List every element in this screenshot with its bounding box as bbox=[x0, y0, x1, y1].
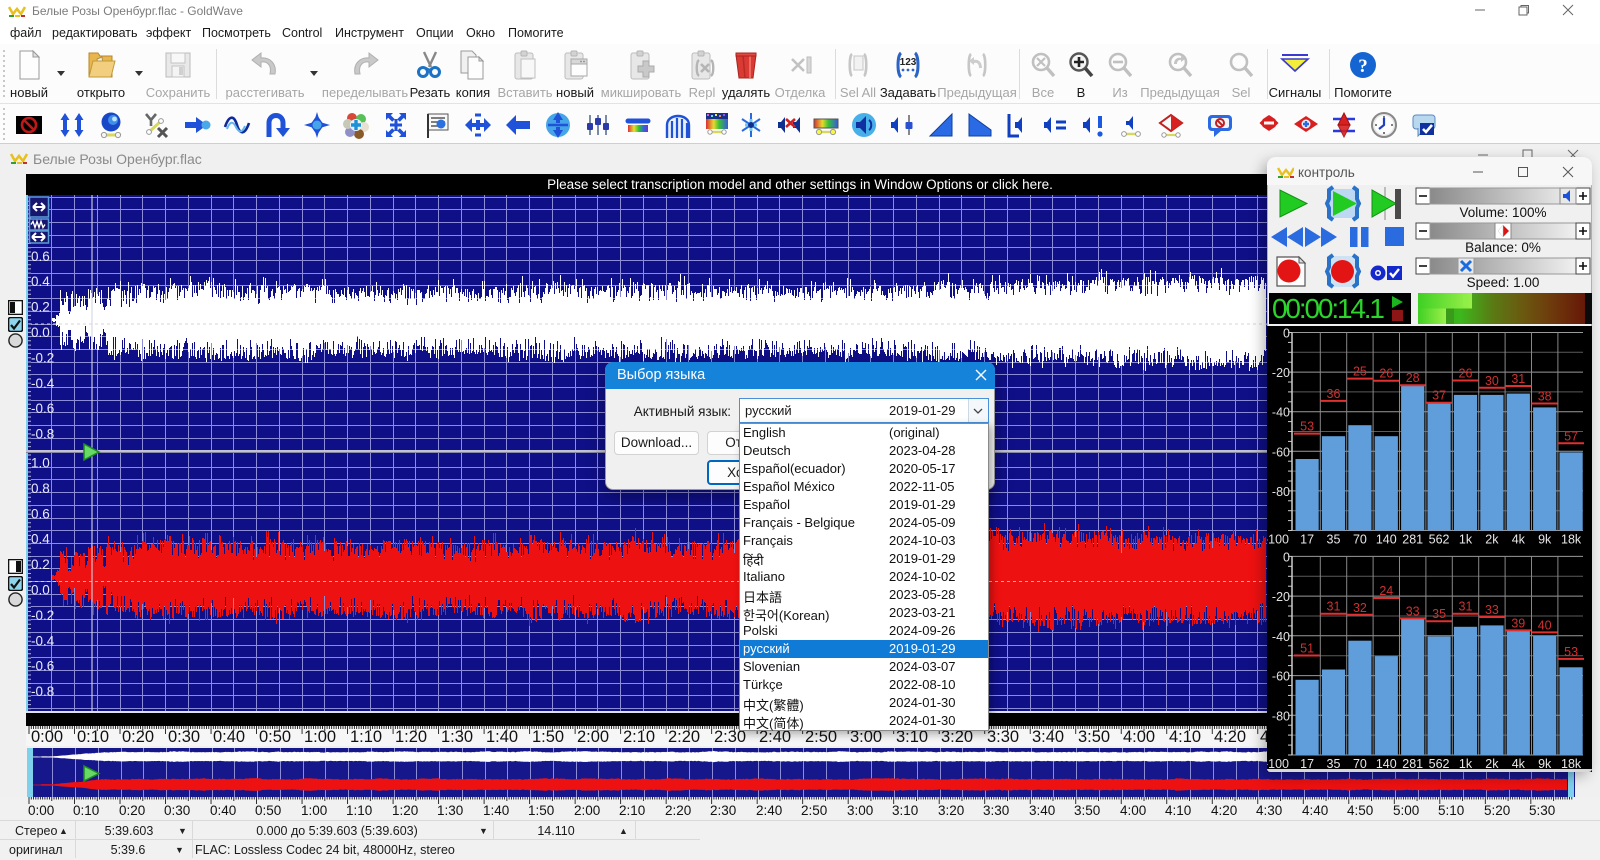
svg-text:31: 31 bbox=[1459, 600, 1473, 614]
svg-text:0: 0 bbox=[1283, 550, 1290, 564]
svg-text:-100: -100 bbox=[1267, 757, 1289, 771]
svg-text:57: 57 bbox=[1564, 429, 1578, 443]
svg-text:-60: -60 bbox=[1272, 445, 1290, 459]
svg-text:4k: 4k bbox=[1512, 533, 1526, 547]
svg-text:140: 140 bbox=[1376, 533, 1397, 547]
svg-text:0.4: 0.4 bbox=[31, 274, 50, 289]
svg-text:2k: 2k bbox=[1485, 757, 1499, 771]
svg-text:33: 33 bbox=[1406, 604, 1420, 618]
svg-text:28: 28 bbox=[1406, 371, 1420, 385]
svg-text:0: 0 bbox=[1283, 327, 1290, 341]
svg-text:562: 562 bbox=[1429, 533, 1450, 547]
svg-text:38: 38 bbox=[1538, 390, 1552, 404]
svg-text:-40: -40 bbox=[1272, 630, 1290, 644]
svg-text:-0.6: -0.6 bbox=[31, 401, 54, 416]
svg-text:-0.8: -0.8 bbox=[31, 427, 54, 442]
svg-text:281: 281 bbox=[1402, 757, 1423, 771]
svg-text:-20: -20 bbox=[1272, 366, 1290, 380]
svg-text:26: 26 bbox=[1379, 367, 1393, 381]
svg-text:1k: 1k bbox=[1459, 757, 1473, 771]
svg-text:17: 17 bbox=[1300, 757, 1314, 771]
svg-text:37: 37 bbox=[1432, 389, 1446, 403]
svg-text:-60: -60 bbox=[1272, 670, 1290, 684]
svg-text:-80: -80 bbox=[1272, 485, 1290, 499]
svg-text:-100: -100 bbox=[1267, 533, 1289, 547]
svg-text:2k: 2k bbox=[1485, 533, 1499, 547]
svg-text:24: 24 bbox=[1379, 584, 1393, 598]
svg-text:31: 31 bbox=[1327, 600, 1341, 614]
svg-text:00:00:14.1: 00:00:14.1 bbox=[1272, 293, 1385, 324]
svg-text:26: 26 bbox=[1459, 367, 1473, 381]
svg-text:-0.4: -0.4 bbox=[31, 633, 55, 648]
svg-text:30: 30 bbox=[1485, 374, 1499, 388]
svg-text:0.2: 0.2 bbox=[31, 557, 50, 572]
svg-text:18k: 18k bbox=[1561, 757, 1582, 771]
svg-text:53: 53 bbox=[1300, 420, 1314, 434]
svg-text:-20: -20 bbox=[1272, 590, 1290, 604]
svg-text:0.0: 0.0 bbox=[31, 325, 50, 340]
svg-text:0.8: 0.8 bbox=[31, 481, 50, 496]
svg-text:4k: 4k bbox=[1512, 757, 1526, 771]
svg-text:35: 35 bbox=[1327, 533, 1341, 547]
svg-text:-0.2: -0.2 bbox=[31, 350, 54, 365]
svg-text:Speed: 1.00: Speed: 1.00 bbox=[1467, 275, 1540, 290]
svg-text:35: 35 bbox=[1432, 607, 1446, 621]
svg-text:39: 39 bbox=[1511, 616, 1525, 630]
svg-text:1.0: 1.0 bbox=[31, 456, 50, 471]
svg-text:35: 35 bbox=[1327, 757, 1341, 771]
svg-text:36: 36 bbox=[1327, 387, 1341, 401]
svg-text:51: 51 bbox=[1300, 642, 1314, 656]
svg-text:70: 70 bbox=[1353, 533, 1367, 547]
svg-text:70: 70 bbox=[1353, 757, 1367, 771]
svg-text:17: 17 bbox=[1300, 533, 1314, 547]
svg-text:-0.2: -0.2 bbox=[31, 608, 54, 623]
svg-text:-0.8: -0.8 bbox=[31, 684, 54, 699]
svg-text:9k: 9k bbox=[1538, 757, 1552, 771]
svg-text:53: 53 bbox=[1564, 645, 1578, 659]
svg-text:-80: -80 bbox=[1272, 709, 1290, 723]
svg-text:33: 33 bbox=[1485, 603, 1499, 617]
svg-text:9k: 9k bbox=[1538, 533, 1552, 547]
svg-text:32: 32 bbox=[1353, 601, 1367, 615]
svg-text:0.2: 0.2 bbox=[31, 300, 50, 315]
svg-text:1k: 1k bbox=[1459, 533, 1473, 547]
svg-text:31: 31 bbox=[1511, 372, 1525, 386]
svg-text:40: 40 bbox=[1538, 618, 1552, 632]
svg-text:Volume: 100%: Volume: 100% bbox=[1459, 205, 1546, 220]
svg-text:Balance: 0%: Balance: 0% bbox=[1465, 240, 1541, 255]
svg-text:18k: 18k bbox=[1561, 533, 1582, 547]
svg-text:0.4: 0.4 bbox=[31, 532, 50, 547]
svg-text:0.6: 0.6 bbox=[31, 249, 50, 264]
svg-text:123: 123 bbox=[900, 57, 917, 68]
svg-text:25: 25 bbox=[1353, 365, 1367, 379]
svg-text:0.6: 0.6 bbox=[31, 506, 50, 521]
svg-text:562: 562 bbox=[1429, 757, 1450, 771]
svg-text:?: ? bbox=[1358, 56, 1368, 77]
svg-text:0.0: 0.0 bbox=[31, 583, 50, 598]
svg-text:140: 140 bbox=[1376, 757, 1397, 771]
svg-text:281: 281 bbox=[1402, 533, 1423, 547]
svg-text:-0.6: -0.6 bbox=[31, 659, 54, 674]
svg-text:-0.4: -0.4 bbox=[31, 376, 55, 391]
svg-text:-40: -40 bbox=[1272, 406, 1290, 420]
